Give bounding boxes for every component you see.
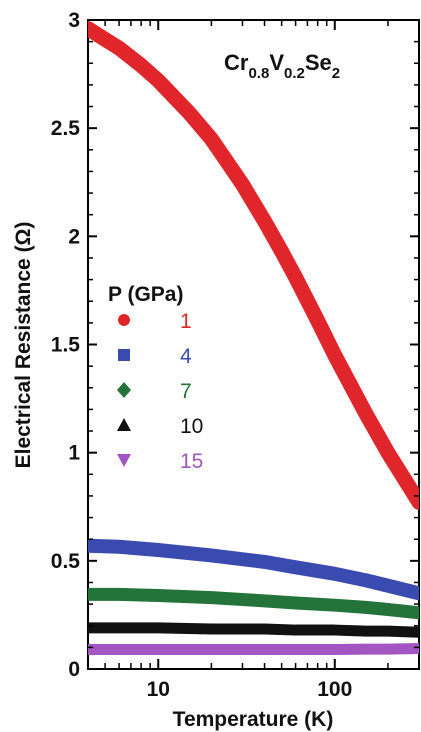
series-line-10-gpa xyxy=(88,622,419,638)
series-line-7-gpa xyxy=(88,587,419,620)
legend-label: 15 xyxy=(180,450,203,473)
formula-subscript: 0.8 xyxy=(248,65,269,82)
y-tick-label: 1 xyxy=(68,442,80,465)
x-tick-label: 100 xyxy=(317,678,352,701)
legend-label: 10 xyxy=(180,415,203,438)
y-tick-label: 1.5 xyxy=(51,334,81,357)
x-axis-title: Temperature (K) xyxy=(173,708,334,731)
series-layer xyxy=(88,21,419,656)
compound-formula: Cr0.8V0.2Se2 xyxy=(224,50,340,82)
formula-subscript: 2 xyxy=(332,65,340,82)
formula-element: Cr xyxy=(224,50,249,75)
legend-marker-diamond xyxy=(117,382,131,398)
legend-marker-circle xyxy=(118,314,130,326)
formula-element: Se xyxy=(305,50,332,75)
y-tick-label: 0 xyxy=(68,658,80,681)
legend-title: P (GPa) xyxy=(108,283,183,306)
plot-frame xyxy=(87,19,420,670)
y-tick-label: 0.5 xyxy=(51,550,81,573)
y-tick-label: 2 xyxy=(68,225,80,248)
y-tick-label: 3 xyxy=(68,9,80,32)
formula-subscript: 0.2 xyxy=(284,65,305,82)
formula-element: V xyxy=(269,50,284,75)
legend-marker-triangle-down xyxy=(117,454,131,467)
legend-label: 4 xyxy=(180,345,192,368)
legend-label: 1 xyxy=(180,310,192,333)
legend-marker-square xyxy=(118,349,130,361)
axis-layer: 0 0.5 1 1.5 2 2.5 3 10 100 xyxy=(51,9,420,701)
x-tick-label: 10 xyxy=(147,678,170,701)
y-axis-title: Electrical Resistance (Ω) xyxy=(12,222,35,469)
series-line-1-gpa xyxy=(88,21,419,510)
series-line-4-gpa xyxy=(88,538,419,601)
legend-marker-triangle-up xyxy=(117,418,131,431)
y-tick-label: 2.5 xyxy=(51,117,81,140)
legend-label: 7 xyxy=(180,380,192,403)
series-line-15-gpa xyxy=(88,642,419,656)
legend: 1 4 7 10 15 xyxy=(117,310,203,473)
